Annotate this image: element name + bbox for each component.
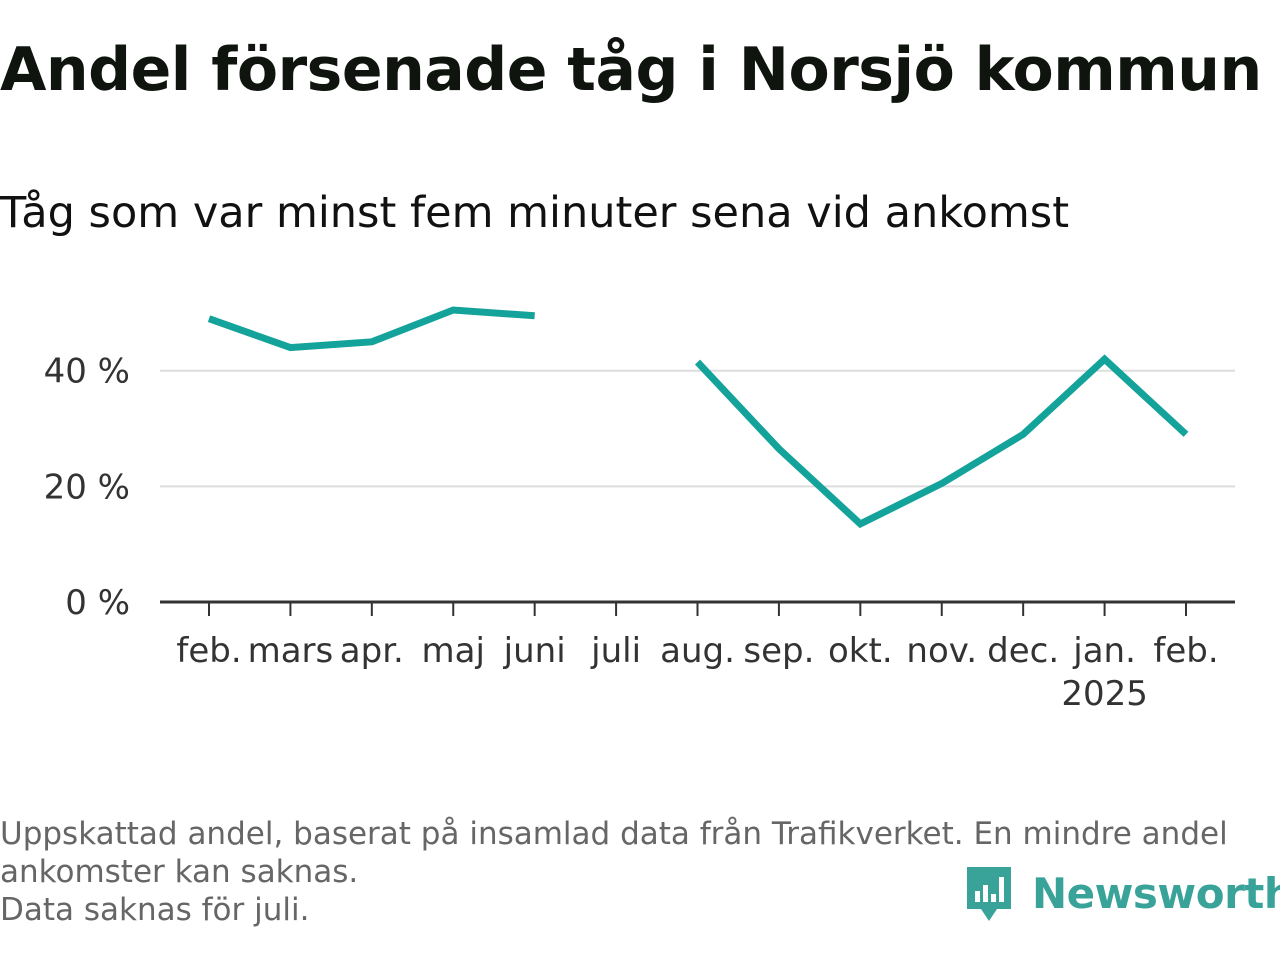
x-tick-label: juli [590,631,641,671]
x-tick-label: mars [248,631,334,671]
x-tick-label: maj [422,631,485,671]
x-tick-label: jan. [1072,631,1136,671]
series-line-segment [694,354,1189,529]
y-tick-label: 40 % [44,352,130,392]
newsworthy-logo-icon [967,867,1011,921]
x-tick-label: sep. [743,631,814,671]
footnote-line-1: Uppskattad andel, baserat på insamlad da… [0,816,1228,852]
footnote-line-3: Data saknas för juli. [0,892,310,928]
chart-subtitle: Tåg som var minst fem minuter sena vid a… [0,188,1070,238]
footnote: Uppskattad andel, baserat på insamlad da… [0,815,1228,929]
footnote-line-2: ankomster kan saknas. [0,854,359,890]
y-tick-label: 20 % [44,467,130,507]
x-tick-label: juni [503,631,566,671]
brand-logo[interactable]: Newsworthy [964,862,1280,926]
y-tick-label: 0 % [65,583,130,623]
x-tick-label: nov. [906,631,977,671]
chart-title: Andel försenade tåg i Norsjö kommun [0,35,1262,105]
x-tick-label: feb. [176,631,241,671]
x-tick-label: okt. [828,631,893,671]
brand-name: Newsworthy [1032,869,1280,918]
x-tick-label: apr. [340,631,404,671]
x-tick-label: dec. [987,631,1059,671]
x-tick-label: aug. [660,631,735,671]
x-tick-label: feb. [1153,631,1218,671]
x-year-label: 2025 [1061,674,1148,714]
series-line-segment [207,306,535,352]
